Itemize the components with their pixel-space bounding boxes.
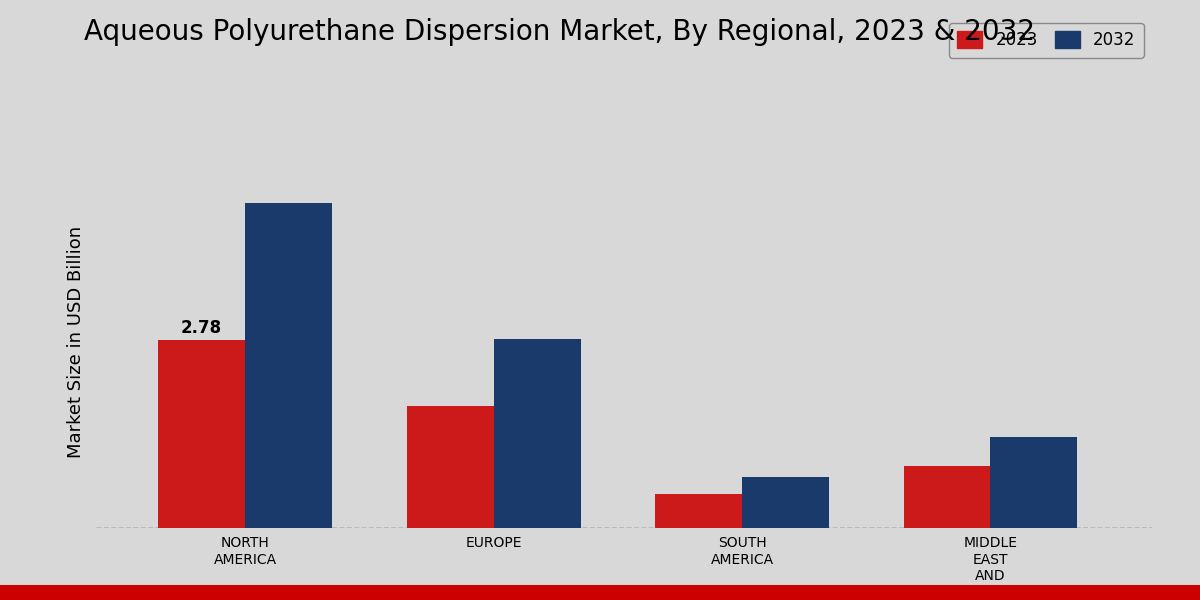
Bar bbox=[904, 466, 990, 528]
Bar bbox=[655, 494, 742, 528]
Bar bbox=[407, 406, 493, 528]
Bar bbox=[245, 203, 332, 528]
Text: Aqueous Polyurethane Dispersion Market, By Regional, 2023 & 2032: Aqueous Polyurethane Dispersion Market, … bbox=[84, 18, 1034, 46]
Y-axis label: Market Size in USD Billion: Market Size in USD Billion bbox=[67, 226, 85, 458]
Legend: 2023, 2032: 2023, 2032 bbox=[949, 23, 1144, 58]
Bar bbox=[990, 437, 1078, 528]
Text: 2.78: 2.78 bbox=[181, 319, 222, 337]
Bar bbox=[742, 476, 829, 528]
Bar bbox=[158, 340, 245, 528]
Bar bbox=[493, 338, 581, 528]
